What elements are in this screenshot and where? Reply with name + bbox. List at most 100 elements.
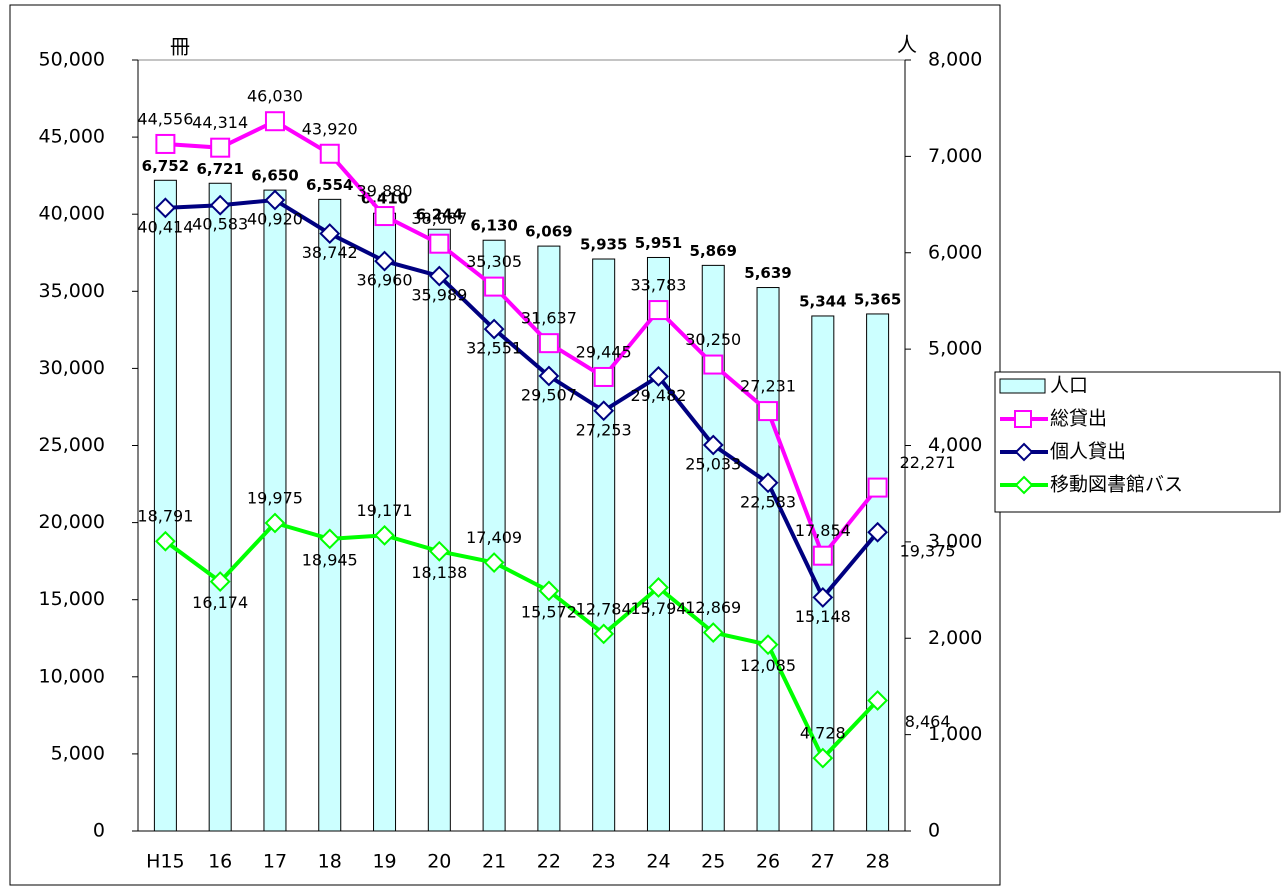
marker xyxy=(702,622,724,643)
value-label: 18,138 xyxy=(411,563,467,582)
value-label: 5,869 xyxy=(690,242,737,260)
marker xyxy=(319,528,341,550)
value-label: 27,253 xyxy=(576,420,632,439)
value-label: 5,951 xyxy=(635,234,682,252)
y-tick-label: 30,000 xyxy=(39,357,105,379)
y2-tick-label: 8,000 xyxy=(928,49,982,71)
value-label: 27,231 xyxy=(740,377,796,396)
marker xyxy=(593,366,614,387)
marker xyxy=(648,577,669,598)
value-label: 35,989 xyxy=(411,286,467,305)
bar xyxy=(208,182,232,832)
legend-label: 総貸出 xyxy=(1050,408,1107,430)
value-label: 29,445 xyxy=(576,342,632,361)
marker xyxy=(429,233,450,254)
legend-swatch xyxy=(999,378,1046,394)
value-label: 35,305 xyxy=(466,252,522,271)
value-label: 22,583 xyxy=(740,492,796,511)
x-tick-label: 28 xyxy=(866,851,890,873)
value-label: 22,271 xyxy=(900,453,956,472)
x-tick-label: 19 xyxy=(372,851,396,873)
value-label: 30,250 xyxy=(685,330,741,349)
marker xyxy=(757,634,779,656)
value-label: 6,554 xyxy=(306,176,353,194)
marker xyxy=(593,400,615,422)
bar xyxy=(153,179,177,832)
marker xyxy=(702,434,724,456)
marker xyxy=(264,111,285,132)
value-label: 40,920 xyxy=(247,210,303,229)
x-tick-label: 17 xyxy=(263,851,287,873)
bar xyxy=(263,189,287,832)
marker xyxy=(209,194,231,216)
value-label: 44,556 xyxy=(137,109,193,128)
bar xyxy=(482,239,506,832)
value-label: 6,752 xyxy=(142,157,189,175)
legend-marker xyxy=(1014,410,1032,428)
y-tick-label: 20,000 xyxy=(39,511,105,533)
y2-tick-label: 2,000 xyxy=(928,627,982,649)
x-tick-label: 22 xyxy=(537,851,561,873)
marker xyxy=(812,545,833,566)
value-label: 15,794 xyxy=(630,599,686,618)
y-tick-label: 50,000 xyxy=(39,49,105,71)
marker xyxy=(154,197,176,219)
value-label: 17,854 xyxy=(795,521,851,540)
value-label: 6,650 xyxy=(251,167,298,185)
y-tick-label: 10,000 xyxy=(39,665,105,687)
marker xyxy=(428,265,450,287)
x-tick-label: 20 xyxy=(427,851,451,873)
marker xyxy=(155,133,176,154)
marker xyxy=(264,512,286,534)
value-label: 4,728 xyxy=(800,724,846,743)
value-label: 6,130 xyxy=(470,217,517,235)
marker xyxy=(483,552,505,573)
value-label: 17,409 xyxy=(466,528,522,547)
value-label: 43,920 xyxy=(302,119,358,138)
y2-tick-label: 1,000 xyxy=(928,723,982,745)
bar xyxy=(373,212,397,832)
value-label: 32,551 xyxy=(466,339,522,358)
marker xyxy=(374,524,395,546)
legend-marker xyxy=(1014,475,1034,495)
value-label: 12,784 xyxy=(576,599,632,618)
value-label: 15,148 xyxy=(795,607,851,626)
x-tick-label: 23 xyxy=(592,851,616,873)
marker xyxy=(319,223,341,245)
marker xyxy=(648,365,669,387)
value-label: 18,791 xyxy=(137,507,193,526)
y2-tick-label: 0 xyxy=(928,820,940,842)
value-label: 29,507 xyxy=(521,386,577,405)
x-tick-label: 21 xyxy=(482,851,506,873)
y2-tick-label: 4,000 xyxy=(928,434,982,456)
value-label: 12,869 xyxy=(685,598,741,617)
marker xyxy=(703,354,724,375)
x-tick-label: 26 xyxy=(756,851,780,873)
value-label: 5,935 xyxy=(580,236,627,254)
bar xyxy=(646,256,670,832)
marker xyxy=(648,300,669,321)
y-tick-label: 40,000 xyxy=(39,203,105,225)
legend-marker xyxy=(1014,442,1034,462)
legend-label: 人口 xyxy=(1050,375,1088,397)
value-label: 19,375 xyxy=(900,542,956,561)
y-axis-unit: 冊 xyxy=(170,35,190,59)
x-tick-label: 24 xyxy=(646,851,670,873)
value-label: 38,742 xyxy=(302,243,358,262)
marker xyxy=(209,571,231,593)
y-tick-label: 5,000 xyxy=(51,742,105,764)
bar xyxy=(701,264,725,832)
value-label: 25,033 xyxy=(685,454,741,473)
value-label: 40,583 xyxy=(192,215,248,234)
x-tick-label: 18 xyxy=(318,851,342,873)
value-label: 15,572 xyxy=(521,602,577,621)
marker xyxy=(264,189,286,211)
y2-axis-unit: 人 xyxy=(897,33,917,57)
marker xyxy=(428,540,450,562)
marker xyxy=(867,521,889,543)
marker xyxy=(593,623,615,645)
legend-label: 個人貸出 xyxy=(1050,441,1126,463)
x-tick-label: 27 xyxy=(811,851,835,873)
bar xyxy=(537,245,561,832)
